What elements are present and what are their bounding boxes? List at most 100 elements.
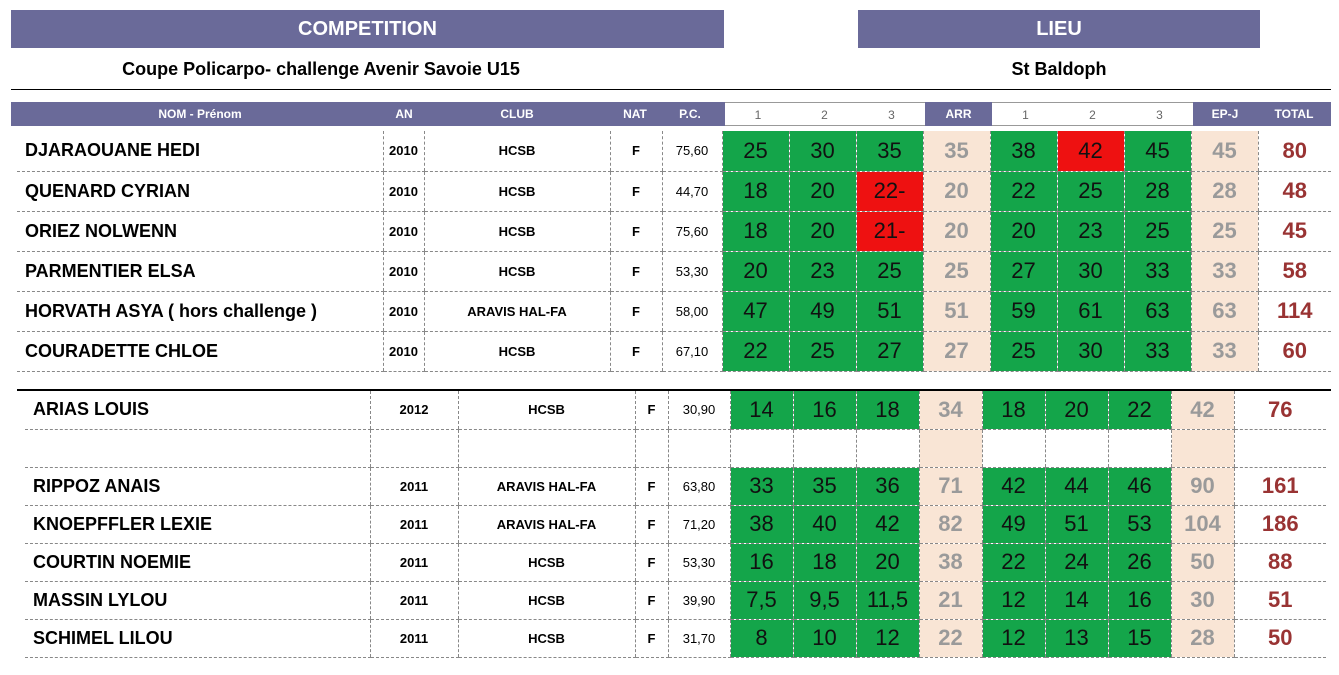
birth-year: 2010 [382, 171, 424, 212]
nat: F [609, 331, 662, 372]
snatch-attempt-2: 30 [788, 131, 856, 172]
athlete-row: ORIEZ NOLWENN 2010 HCSB F 75,60 18 20 21- 20 20 23… [17, 211, 1331, 252]
header-total: TOTAL [1257, 102, 1331, 126]
empty-cell [369, 429, 458, 468]
total: 58 [1257, 251, 1331, 292]
snatch-attempt-1: 14 [729, 391, 793, 430]
athlete-name: RIPPOZ ANAIS [25, 467, 370, 506]
athlete-row: PARMENTIER ELSA 2010 HCSB F 53,30 20 23 25 25 27 3… [17, 251, 1331, 292]
clean-jerk-best: 33 [1190, 331, 1258, 372]
empty-cell [1044, 429, 1108, 468]
club: HCSB [457, 581, 635, 620]
snatch-attempt-2: 23 [788, 251, 856, 292]
athlete-name: DJARAOUANE HEDI [17, 131, 383, 172]
header-an: AN [389, 102, 419, 126]
snatch-best: 34 [918, 391, 982, 430]
athlete-name: MASSIN LYLOU [25, 581, 370, 620]
empty-cell [792, 429, 856, 468]
clean-jerk-attempt-2: 23 [1056, 211, 1124, 252]
clean-jerk-attempt-1: 20 [989, 211, 1057, 252]
athlete-name: COURTIN NOEMIE [25, 543, 370, 582]
nat: F [634, 505, 668, 544]
clean-jerk-attempt-3: 28 [1123, 171, 1191, 212]
body-weight: 39,90 [667, 581, 730, 620]
header-epj: EP-J [1193, 102, 1257, 126]
header-round-3: 3 [858, 102, 925, 126]
snatch-best: 21 [918, 581, 982, 620]
athlete-row: QUENARD CYRIAN 2010 HCSB F 44,70 18 20 22- 20 22 2… [17, 171, 1331, 212]
empty-cell [981, 429, 1045, 468]
clean-jerk-attempt-2: 30 [1056, 331, 1124, 372]
column-header-row: NOM - Prénom AN CLUB NAT P.C. 1 2 3 ARR … [11, 102, 1331, 126]
clean-jerk-attempt-3: 33 [1123, 251, 1191, 292]
club: ARAVIS HAL-FA [457, 505, 635, 544]
snatch-attempt-2: 20 [788, 211, 856, 252]
athlete-row: COURTIN NOEMIE 2011 HCSB F 53,30 16 18 20 38 22 24… [25, 543, 1326, 582]
athlete-name: COURADETTE CHLOE [17, 331, 383, 372]
club: HCSB [457, 391, 635, 430]
clean-jerk-best: 50 [1170, 543, 1234, 582]
snatch-attempt-2: 16 [792, 391, 856, 430]
birth-year: 2010 [382, 331, 424, 372]
snatch-attempt-2: 49 [788, 291, 856, 332]
clean-jerk-attempt-2: 24 [1044, 543, 1108, 582]
header-ep-1: 1 [992, 102, 1059, 126]
empty-cell [855, 429, 919, 468]
header-pc: P.C. [655, 102, 725, 126]
clean-jerk-attempt-1: 12 [981, 619, 1045, 658]
athlete-name: HORVATH ASYA ( hors challenge ) [17, 291, 383, 332]
clean-jerk-best: 90 [1170, 467, 1234, 506]
snatch-attempt-1: 22 [721, 331, 789, 372]
athlete-name: ORIEZ NOLWENN [17, 211, 383, 252]
empty-cell [918, 429, 982, 468]
snatch-best: 82 [918, 505, 982, 544]
body-weight: 67,10 [661, 331, 722, 372]
body-weight: 63,80 [667, 467, 730, 506]
athlete-row: MASSIN LYLOU 2011 HCSB F 39,90 7,5 9,5 11,5 21 12… [25, 581, 1326, 620]
club: HCSB [423, 251, 610, 292]
competition-name: Coupe Policarpo- challenge Avenir Savoie… [122, 59, 520, 79]
clean-jerk-attempt-2: 14 [1044, 581, 1108, 620]
header-nat: NAT [615, 102, 655, 126]
birth-year: 2011 [369, 581, 458, 620]
clean-jerk-attempt-2: 42 [1056, 131, 1124, 172]
total: 114 [1257, 291, 1331, 332]
total: 48 [1257, 171, 1331, 212]
snatch-attempt-3: 35 [855, 131, 923, 172]
competition-banner: COMPETITION [11, 10, 724, 48]
birth-year: 2010 [382, 291, 424, 332]
header-round-1: 1 [725, 102, 791, 126]
athlete-row: COURADETTE CHLOE 2010 HCSB F 67,10 22 25 27 27 25… [17, 331, 1331, 372]
body-weight: 31,70 [667, 619, 730, 658]
header-round-2: 2 [791, 102, 858, 126]
club: HCSB [423, 211, 610, 252]
athlete-row: RIPPOZ ANAIS 2011 ARAVIS HAL-FA F 63,80 33 35 3… [25, 467, 1326, 506]
athlete-name: KNOEPFFLER LEXIE [25, 505, 370, 544]
nat: F [609, 171, 662, 212]
snatch-attempt-3: 20 [855, 543, 919, 582]
snatch-attempt-3: 42 [855, 505, 919, 544]
clean-jerk-attempt-1: 38 [989, 131, 1057, 172]
clean-jerk-best: 33 [1190, 251, 1258, 292]
athlete-row: DJARAOUANE HEDI 2010 HCSB F 75,60 25 30 35 35 38 4… [17, 131, 1331, 172]
clean-jerk-attempt-1: 22 [981, 543, 1045, 582]
athlete-name: ARIAS LOUIS [25, 391, 370, 430]
header-nom: NOM - Prénom [11, 102, 389, 126]
snatch-attempt-1: 18 [721, 211, 789, 252]
birth-year: 2011 [369, 619, 458, 658]
snatch-attempt-1: 38 [729, 505, 793, 544]
snatch-attempt-3: 18 [855, 391, 919, 430]
results-table-group-2: ARIAS LOUIS 2012 HCSB F 30,90 14 16 18 34 18 20 22 4… [25, 391, 1326, 658]
nat: F [609, 251, 662, 292]
body-weight: 53,30 [661, 251, 722, 292]
snatch-best: 22 [918, 619, 982, 658]
athlete-name: SCHIMEL LILOU [25, 619, 370, 658]
divider [11, 89, 1331, 90]
birth-year: 2010 [382, 211, 424, 252]
clean-jerk-attempt-2: 44 [1044, 467, 1108, 506]
empty-cell [634, 429, 668, 468]
clean-jerk-best: 42 [1170, 391, 1234, 430]
nat: F [634, 581, 668, 620]
clean-jerk-attempt-3: 33 [1123, 331, 1191, 372]
club: ARAVIS HAL-FA [457, 467, 635, 506]
